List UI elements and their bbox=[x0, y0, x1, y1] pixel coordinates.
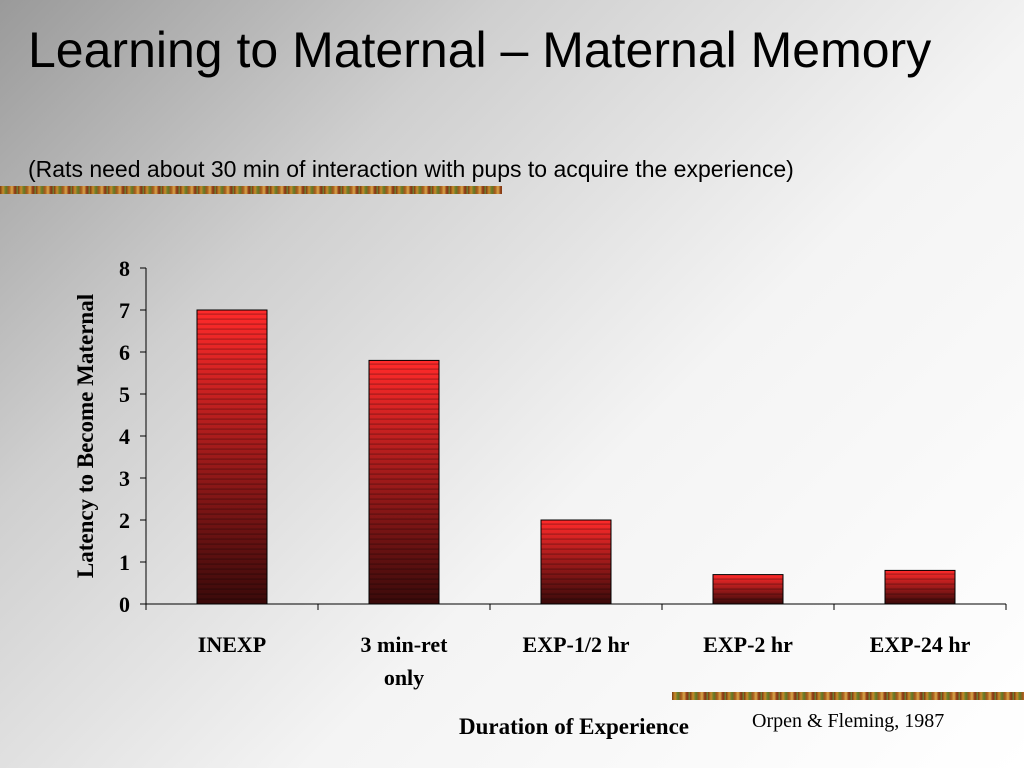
bar-stripes bbox=[369, 360, 439, 604]
x-tick-label: EXP-1/2 hr bbox=[523, 632, 630, 657]
y-tick-label: 1 bbox=[119, 550, 130, 575]
y-axis-label: Latency to Become Maternal bbox=[73, 294, 98, 578]
decorative-texture-bar-bottom bbox=[672, 692, 1024, 700]
bar-stripes bbox=[885, 570, 955, 604]
bar-stripes bbox=[713, 574, 783, 604]
bar-stripes bbox=[541, 520, 611, 604]
y-tick-label: 4 bbox=[119, 424, 130, 449]
y-tick-label: 0 bbox=[119, 592, 130, 617]
y-tick-label: 6 bbox=[119, 340, 130, 365]
slide-subtitle: (Rats need about 30 min of interaction w… bbox=[28, 156, 794, 182]
x-tick-label: INEXP bbox=[198, 632, 266, 657]
decorative-texture-bar-top bbox=[0, 186, 502, 194]
y-tick-label: 3 bbox=[119, 466, 130, 491]
y-tick-label: 5 bbox=[119, 382, 130, 407]
x-axis-label: Duration of Experience bbox=[459, 714, 689, 739]
y-tick-label: 2 bbox=[119, 508, 130, 533]
y-tick-label: 7 bbox=[119, 298, 130, 323]
x-tick-label: 3 min-ret only bbox=[361, 632, 449, 690]
source-credit: Orpen & Fleming, 1987 bbox=[752, 710, 945, 732]
bar-stripes bbox=[197, 310, 267, 604]
y-tick-label: 8 bbox=[119, 256, 130, 281]
x-tick-label: EXP-2 hr bbox=[703, 632, 793, 657]
x-tick-label: EXP-24 hr bbox=[870, 632, 971, 657]
slide-title: Learning to Maternal – Maternal Memory bbox=[28, 22, 932, 78]
